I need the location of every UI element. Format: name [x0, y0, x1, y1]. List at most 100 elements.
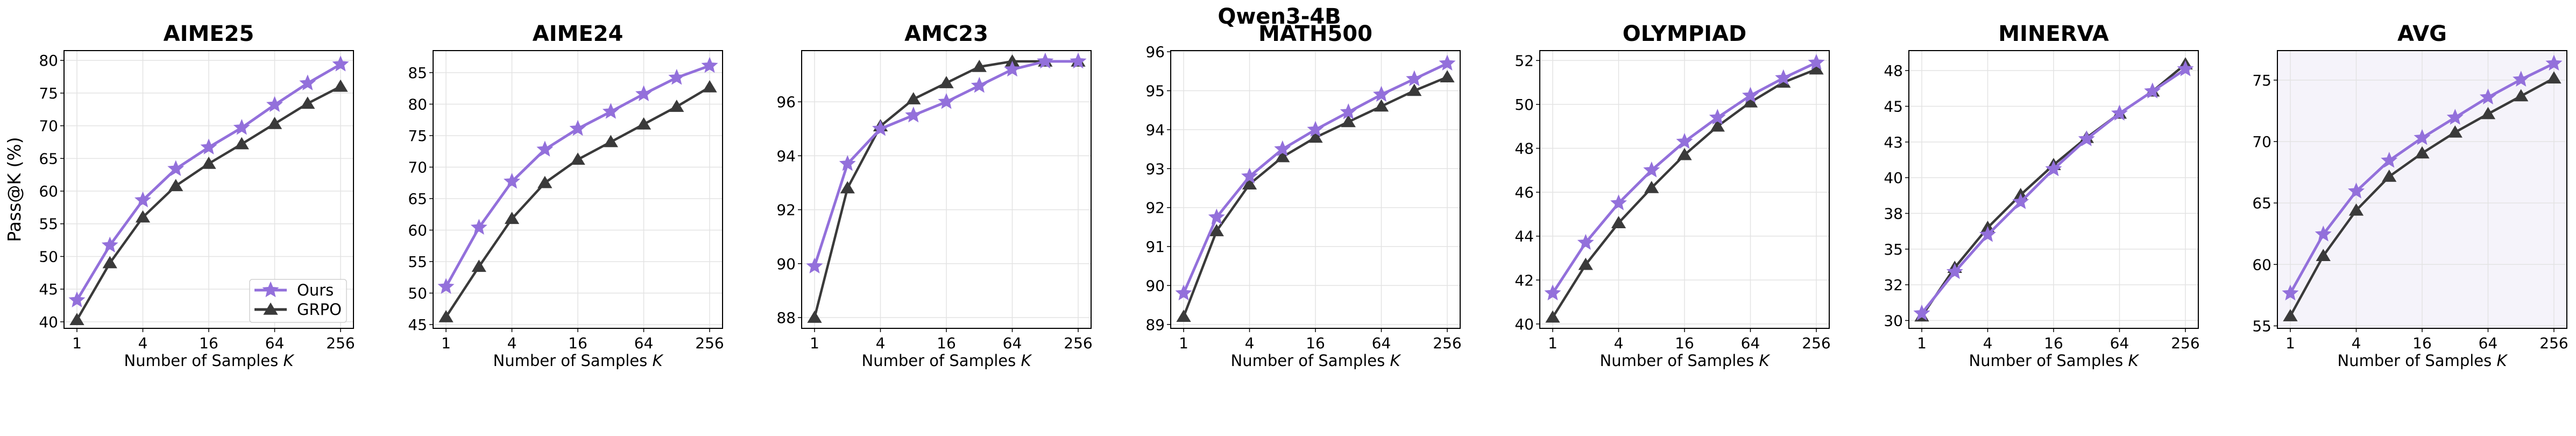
- data-point: [1407, 83, 1422, 96]
- series-ours: [437, 57, 718, 294]
- data-point: [2012, 193, 2029, 209]
- axes-frame: [2277, 50, 2567, 329]
- subplot-title: MATH500: [1258, 22, 1372, 46]
- y-tick-label: 96: [776, 93, 796, 111]
- y-tick-label: 70: [2252, 133, 2271, 151]
- y-tick-label: 92: [776, 201, 796, 219]
- data-point: [134, 191, 152, 208]
- data-point: [1913, 304, 1930, 321]
- data-point: [938, 93, 955, 109]
- series-grpo: [438, 80, 717, 322]
- data-point: [1979, 226, 1997, 242]
- data-point: [69, 313, 84, 325]
- data-point: [2415, 146, 2430, 159]
- axes-frame: [1539, 50, 1830, 329]
- legend-label: GRPO: [297, 300, 342, 319]
- suptitle: Qwen3-4B: [1218, 4, 1341, 29]
- data-point: [1440, 70, 1455, 82]
- data-point: [2347, 182, 2365, 199]
- data-point: [569, 119, 586, 136]
- data-point: [471, 259, 486, 272]
- data-point: [234, 137, 249, 150]
- x-tick-label: 16: [2044, 334, 2063, 352]
- x-tick-label: 1: [810, 334, 819, 352]
- data-point: [167, 160, 185, 176]
- data-point: [438, 310, 454, 322]
- data-point: [2045, 160, 2062, 177]
- x-tick-label: 1: [441, 334, 451, 352]
- y-tick-label: 50: [408, 284, 427, 302]
- data-point: [1578, 257, 1593, 270]
- data-point: [1644, 180, 1659, 193]
- data-point: [570, 152, 585, 165]
- series-grpo: [1176, 70, 1455, 322]
- subplot-aime25: AIME25 1 4 16 64 256 40 45 50 55 60 65 70 75 80 Number …: [4, 22, 355, 370]
- data-point: [906, 92, 921, 104]
- y-tick-label: 75: [39, 85, 58, 102]
- y-tick-label: 40: [39, 313, 58, 331]
- x-tick-label: 64: [1003, 334, 1022, 352]
- x-tick-label: 256: [1433, 334, 1461, 352]
- data-point: [668, 68, 685, 85]
- data-point: [1003, 60, 1021, 77]
- legend-label: Ours: [297, 281, 334, 299]
- axes-frame: [63, 50, 354, 329]
- data-point: [1710, 119, 1725, 132]
- data-point: [1775, 69, 1792, 86]
- data-point: [504, 212, 520, 224]
- data-point: [702, 80, 717, 93]
- y-tick-label: 90: [776, 255, 796, 273]
- y-tick-label: 89: [1145, 316, 1165, 334]
- data-point: [2414, 129, 2431, 145]
- data-point: [168, 179, 183, 192]
- x-tick-label: 4: [1245, 334, 1255, 352]
- data-point: [1070, 52, 1087, 69]
- data-point: [2282, 284, 2299, 301]
- subplot-avg: AVG 1 4 16 64 256 55 60 65 70 75 Number of Samples …: [2252, 22, 2568, 370]
- subplot-title: AMC23: [904, 22, 988, 46]
- y-tick-label: 60: [39, 182, 58, 200]
- data-point: [2447, 125, 2462, 138]
- data-point: [1545, 310, 1560, 323]
- data-point: [1946, 263, 1963, 279]
- data-point: [1241, 167, 1258, 184]
- data-point: [266, 96, 284, 112]
- subplot-amc23: AMC23 1 4 16 64 256 88 90 92 94 96 Number of Sample…: [776, 22, 1092, 370]
- data-point: [537, 175, 553, 188]
- x-tick-label: 4: [1614, 334, 1624, 352]
- y-tick-label: 40: [1884, 169, 1903, 187]
- data-point: [2316, 249, 2331, 262]
- data-point: [840, 181, 855, 194]
- data-point: [333, 79, 348, 92]
- data-point: [2177, 60, 2194, 76]
- data-point: [437, 278, 455, 294]
- y-tick-label: 55: [2252, 317, 2271, 335]
- star-icon: [262, 281, 279, 298]
- data-point: [939, 76, 954, 88]
- data-point: [2283, 309, 2298, 321]
- data-point: [2446, 109, 2464, 125]
- y-tick-label: 96: [1145, 43, 1165, 61]
- data-point: [669, 100, 684, 112]
- y-tick-label: 55: [408, 253, 427, 271]
- subplot-title: AIME25: [164, 22, 254, 46]
- y-tick-label: 35: [1884, 241, 1903, 258]
- y-tick-label: 45: [1884, 97, 1903, 115]
- data-point: [2144, 82, 2161, 99]
- data-point: [972, 60, 987, 72]
- data-point: [1208, 208, 1225, 224]
- data-point: [2315, 225, 2332, 242]
- data-point: [636, 117, 652, 130]
- data-point: [101, 236, 118, 252]
- y-tick-label: 94: [776, 147, 796, 165]
- data-point: [2348, 203, 2364, 216]
- y-tick-label: 80: [408, 95, 427, 113]
- x-tick-label: 4: [507, 334, 517, 352]
- y-tick-label: 38: [1884, 205, 1903, 222]
- data-point: [2545, 54, 2563, 71]
- data-point: [2514, 89, 2529, 102]
- y-tick-label: 43: [1884, 133, 1903, 151]
- y-tick-label: 65: [39, 150, 58, 167]
